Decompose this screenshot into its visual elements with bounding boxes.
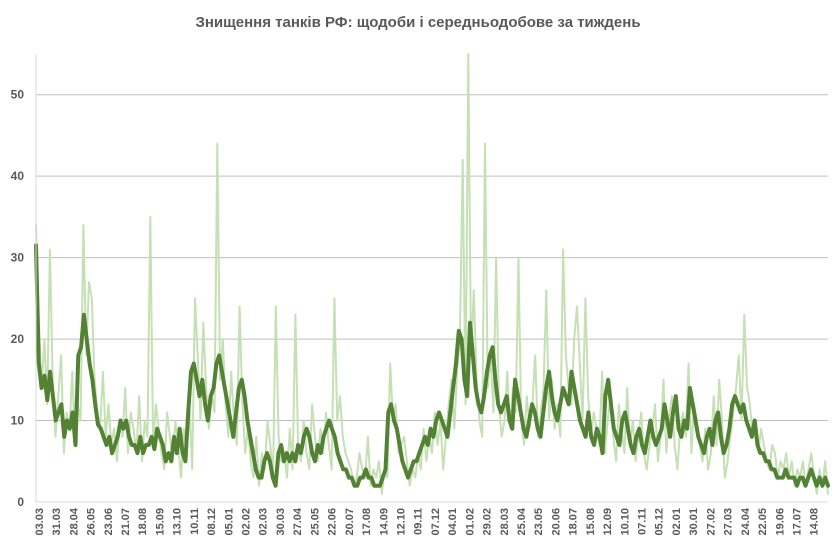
x-tick-label: 22.05 (757, 508, 769, 536)
x-tick-label: 23.06 (103, 508, 115, 536)
y-tick-label: 30 (11, 251, 25, 265)
y-tick-label: 40 (11, 169, 25, 183)
x-tick-label: 05.01 (223, 508, 235, 536)
x-tick-label: 22.06 (327, 508, 339, 536)
x-tick-label: 24.04 (740, 507, 752, 535)
x-tick-label: 19.06 (774, 508, 786, 536)
y-tick-label: 10 (11, 414, 25, 428)
x-tick-label: 30.01 (688, 508, 700, 536)
x-tick-label: 14.08 (809, 508, 821, 536)
grid-layer (36, 94, 828, 422)
x-tick-label: 02.02 (241, 508, 253, 536)
x-tick-label: 08.12 (206, 508, 218, 536)
x-tick-label: 25.05 (309, 508, 321, 536)
x-tick-label: 15.08 (585, 508, 597, 536)
x-tick-label: 23.05 (533, 508, 545, 536)
x-tick-label: 13.10 (172, 508, 184, 536)
x-tick-label: 20.07 (344, 508, 356, 536)
x-tick-label: 27.04 (292, 507, 304, 535)
x-tick-label: 20.06 (550, 508, 562, 536)
x-tick-label: 02.03 (258, 508, 270, 536)
x-tick-label: 28.04 (68, 507, 80, 535)
x-tick-label: 04.01 (447, 508, 459, 536)
x-tick-label: 18.07 (568, 508, 580, 536)
x-tick-label: 03.03 (34, 508, 46, 536)
x-tick-label: 26.05 (86, 508, 98, 536)
x-tick-label: 31.03 (51, 508, 63, 536)
x-tick-label: 15.09 (154, 508, 166, 536)
x-tick-label: 30.03 (275, 508, 287, 536)
x-tick-label: 12.10 (395, 508, 407, 536)
x-tick-label: 29.02 (482, 508, 494, 536)
y-tick-label: 20 (11, 332, 25, 346)
x-tick-label: 28.03 (499, 508, 511, 536)
x-tick-label: 07.12 (430, 508, 442, 536)
x-tick-label: 25.04 (516, 507, 528, 535)
x-tick-label: 01.02 (464, 508, 476, 536)
axis-layer: 0 10 20 30 40 50 03.03 31.03 28.04 26.05 23.06 21.0… (11, 54, 828, 536)
x-tick-label: 27.03 (723, 508, 735, 536)
x-tick-label: 12.09 (602, 508, 614, 536)
y-tick-label: 0 (17, 495, 24, 509)
series-layer (34, 53, 830, 495)
y-tick-label: 50 (11, 88, 25, 102)
x-tick-label: 09.11 (413, 508, 425, 535)
x-tick-label: 10.11 (189, 508, 201, 535)
chart-title: Знищення танків РФ: щодоби і середньодоб… (195, 14, 641, 31)
x-tick-label: 02.01 (671, 508, 683, 536)
weekly-average-series-line (34, 243, 830, 488)
x-tick-label: 10.10 (619, 508, 631, 536)
x-tick-label: 05.12 (654, 508, 666, 536)
x-tick-label: 17.07 (791, 508, 803, 536)
x-tick-label: 17.08 (361, 508, 373, 536)
x-tick-label: 27.02 (705, 508, 717, 536)
x-tick-label: 21.07 (120, 508, 132, 536)
x-tick-label: 07.11 (637, 508, 649, 535)
x-tick-label: 14.09 (378, 508, 390, 536)
x-tick-label: 18.08 (137, 508, 149, 536)
